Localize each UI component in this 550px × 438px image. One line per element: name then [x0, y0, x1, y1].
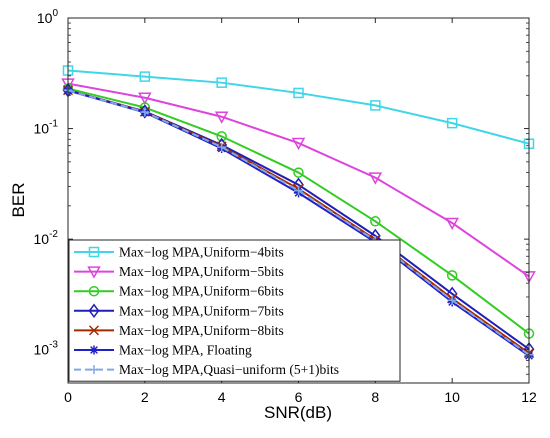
y-tick-base: 10	[37, 10, 53, 26]
x-tick-label: 2	[141, 389, 149, 405]
legend-entry: Max−log MPA,Uniform−7bits	[74, 303, 284, 318]
legend-label: Max−log MPA,Uniform−7bits	[119, 303, 284, 318]
x-tick-label: 6	[295, 389, 303, 405]
legend-entry: Max−log MPA,Uniform−5bits	[74, 264, 284, 279]
data-point-marker	[293, 87, 304, 99]
data-point-marker	[138, 92, 152, 105]
series-line	[67, 69, 530, 145]
legend-label: Max−log MPA,Uniform−8bits	[119, 323, 284, 338]
x-tick-label: 10	[444, 389, 460, 405]
legend-marker	[88, 246, 100, 258]
series-line	[67, 87, 530, 335]
y-tick-exponent: -1	[49, 119, 58, 130]
data-point-marker	[446, 117, 458, 129]
legend-entry: Max−log MPA, Floating	[74, 343, 252, 358]
y-tick-label: 10-1	[34, 119, 59, 137]
data-point-marker	[216, 131, 227, 142]
x-tick-label: 12	[521, 389, 537, 405]
x-tick-label: 8	[371, 389, 379, 405]
legend-label: Max−log MPA,Uniform−4bits	[119, 245, 284, 260]
legend-label: Max−log MPA,Uniform−5bits	[119, 264, 284, 279]
data-point-marker	[368, 172, 383, 185]
data-point-marker	[446, 270, 458, 281]
x-axis-label: SNR(dB)	[264, 403, 332, 422]
legend-label: Max−log MPA, Floating	[119, 343, 252, 358]
legend-marker	[88, 285, 100, 297]
data-point-marker	[214, 111, 229, 124]
y-axis-label: BER	[9, 183, 28, 218]
legend-marker	[88, 303, 100, 319]
y-tick-base: 10	[34, 231, 50, 247]
legend-marker	[87, 266, 101, 279]
legend-box	[68, 239, 401, 382]
legend-marker	[89, 345, 99, 355]
y-tick-label: 10-2	[34, 229, 59, 247]
y-tick-label: 10-3	[34, 340, 59, 358]
series-layer	[61, 65, 536, 361]
data-point-marker	[216, 77, 227, 88]
data-point-marker	[445, 217, 459, 231]
y-tick-base: 10	[34, 342, 50, 358]
data-point-marker	[447, 295, 457, 305]
series-line	[67, 82, 530, 278]
series-3	[62, 83, 535, 339]
legend-marker	[89, 365, 99, 375]
legend: Max−log MPA,Uniform−4bits Max−log MPA,Uni…	[68, 239, 401, 382]
data-point-marker	[140, 107, 150, 117]
data-point-marker	[370, 100, 381, 111]
y-tick-label: 100	[37, 8, 59, 26]
legend-label: Max−log MPA,Quasi−uniform (5+1)bits	[119, 362, 339, 377]
data-point-marker	[217, 142, 227, 152]
x-tick-label: 0	[64, 389, 72, 405]
legend-entry: Max−log MPA,Uniform−4bits	[74, 245, 284, 260]
y-tick-exponent: -3	[49, 340, 58, 351]
legend-marker	[88, 325, 100, 336]
legend-entry: Max−log MPA,Quasi−uniform (5+1)bits	[74, 362, 339, 377]
legend-entry: Max−log MPA,Uniform−8bits	[74, 323, 284, 338]
y-tick-base: 10	[34, 121, 50, 137]
legend-entry: Max−log MPA,Uniform−6bits	[74, 284, 284, 299]
x-tick-label: 4	[218, 389, 226, 405]
legend-label: Max−log MPA,Uniform−6bits	[119, 284, 284, 299]
data-point-marker	[139, 71, 151, 82]
y-tick-exponent: 0	[52, 8, 58, 19]
data-point-marker	[293, 167, 304, 178]
data-point-marker	[294, 186, 303, 196]
y-tick-exponent: -2	[49, 229, 58, 240]
data-point-marker	[291, 137, 306, 151]
data-point-marker	[370, 216, 381, 227]
